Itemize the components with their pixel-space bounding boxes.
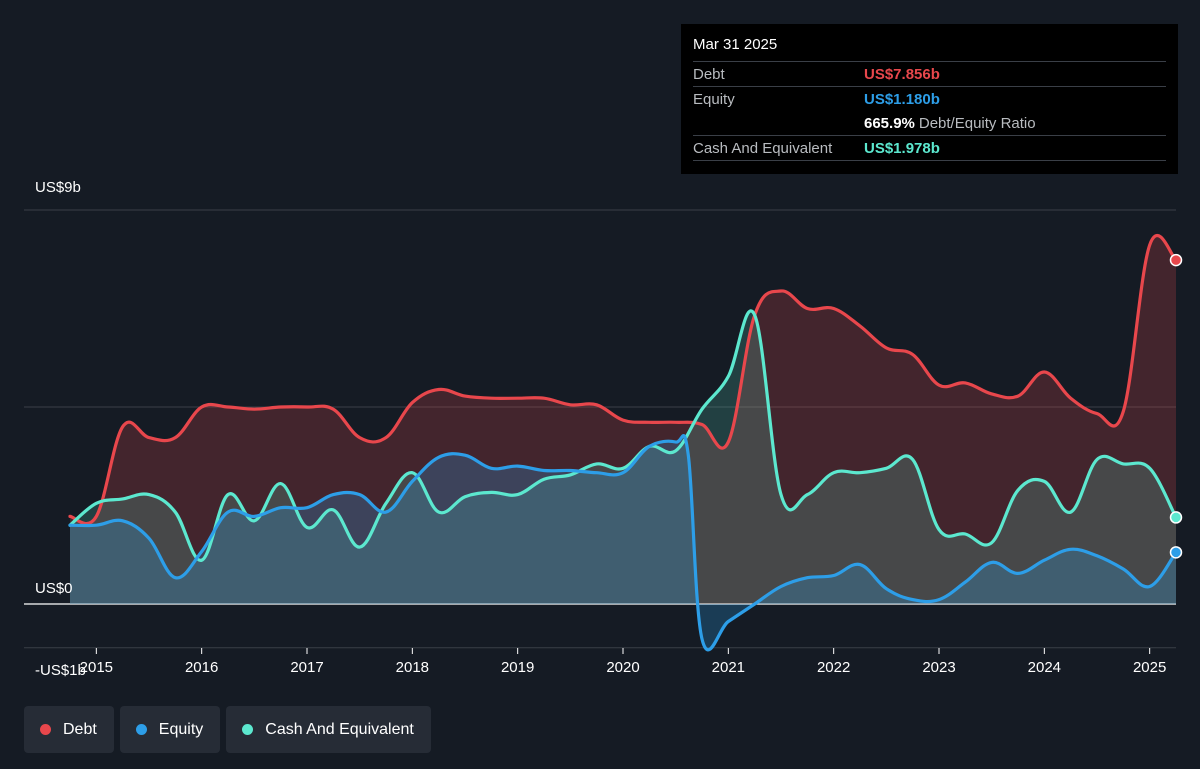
- tooltip-row-ratio: 665.9% Debt/Equity Ratio: [693, 111, 1166, 135]
- legend-label-equity: Equity: [158, 720, 204, 738]
- y-axis-label: US$9b: [35, 179, 81, 196]
- x-tick-label: 2015: [80, 659, 113, 676]
- legend-dot-equity: [135, 724, 147, 735]
- legend-item-cash[interactable]: Cash And Equivalent: [226, 706, 431, 753]
- tooltip-equity-value: US$1.180b: [864, 90, 940, 108]
- end-marker-debt: [1169, 253, 1183, 267]
- legend-item-equity[interactable]: Equity: [119, 706, 221, 753]
- line-cash-and-equivalent: [68, 309, 1178, 562]
- line-debt: [68, 234, 1178, 526]
- tooltip-ratio-label: Debt/Equity Ratio: [918, 114, 1036, 132]
- series-lines: [68, 234, 1178, 652]
- x-tick-label: 2024: [1028, 659, 1061, 676]
- y-axis-label: US$0: [35, 580, 73, 597]
- tooltip-panel: Mar 31 2025 Debt US$7.856b Equity US$1.1…: [681, 24, 1178, 174]
- legend-item-debt[interactable]: Debt: [24, 706, 114, 753]
- x-tick-label: 2018: [396, 659, 429, 676]
- end-marker-cash-and-equivalent: [1169, 511, 1183, 524]
- tooltip-debt-label: Debt: [693, 65, 725, 83]
- x-tick-label: 2019: [501, 659, 534, 676]
- x-axis-ticks: 2015 2016 2017 2018 2019 2020 2021 2022 2023 2024…: [80, 648, 1166, 676]
- line-equity: [68, 434, 1178, 652]
- x-tick-label: 2016: [185, 659, 218, 676]
- tooltip-date: Mar 31 2025: [693, 36, 778, 53]
- chart-legend: Debt Equity Cash And Equivalent: [24, 706, 431, 753]
- tooltip-ratio-value: 665.9%: [864, 114, 915, 132]
- tooltip-row-equity: Equity US$1.180b: [693, 86, 1166, 111]
- tooltip-debt-value: US$7.856b: [864, 65, 940, 83]
- tooltip-cash-label: Cash And Equivalent: [693, 139, 833, 157]
- x-tick-label: 2021: [712, 659, 745, 676]
- x-tick-label: 2023: [922, 659, 955, 676]
- x-tick-label: 2025: [1133, 659, 1166, 676]
- legend-label-cash: Cash And Equivalent: [265, 720, 414, 738]
- end-marker-equity: [1169, 546, 1183, 559]
- legend-dot-cash: [242, 724, 254, 735]
- x-tick-label: 2020: [606, 659, 639, 676]
- tooltip-equity-label: Equity: [693, 90, 735, 108]
- y-axis-labels: US$9b US$0 -US$1b: [35, 179, 86, 679]
- x-tick-label: 2017: [290, 659, 323, 676]
- tooltip-row-debt: Debt US$7.856b: [693, 61, 1166, 86]
- area-debt: [70, 235, 1176, 604]
- y-axis-label: -US$1b: [35, 662, 86, 679]
- legend-label-debt: Debt: [63, 720, 97, 738]
- tooltip-cash-value: US$1.978b: [864, 139, 940, 157]
- legend-dot-debt: [40, 724, 51, 735]
- x-tick-label: 2022: [817, 659, 850, 676]
- series-end-markers: [1169, 253, 1183, 559]
- gridlines: [24, 209, 1176, 649]
- tooltip-row-cash: Cash And Equivalent US$1.978b: [693, 135, 1166, 161]
- series-areas: [70, 235, 1176, 650]
